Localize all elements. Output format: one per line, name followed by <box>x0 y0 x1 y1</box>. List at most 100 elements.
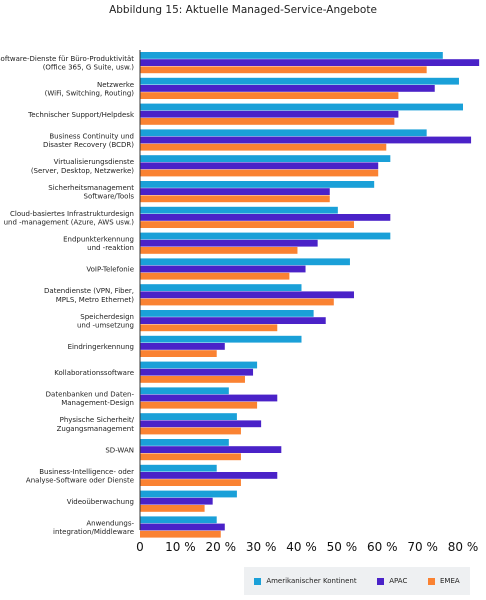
bar-apac-1 <box>140 85 435 92</box>
bar-apac-6 <box>140 214 391 221</box>
bar-amerikanischer-2 <box>140 103 463 111</box>
bar-apac-11 <box>140 343 225 350</box>
bar-apac-0 <box>140 59 480 66</box>
bar-apac-16 <box>140 472 278 479</box>
bar-amerikanischer-16 <box>140 464 217 472</box>
bar-amerikanischer-5 <box>140 181 375 188</box>
category-label: VoIP-Telefonie <box>86 266 134 274</box>
legend: Amerikanischer Kontinent APAC EMEA <box>244 567 470 595</box>
bar-amerikanischer-12 <box>140 361 258 369</box>
x-tick-label: 50 % <box>327 540 358 554</box>
bar-emea-10 <box>140 324 278 332</box>
bar-amerikanischer-3 <box>140 129 427 137</box>
bar-amerikanischer-9 <box>140 284 302 291</box>
x-tick-label: 60 % <box>367 540 398 554</box>
category-label: Videoüberwachung <box>67 498 134 506</box>
bar-emea-7 <box>140 247 298 254</box>
category-label: Business Continuity und Disaster Recovery… <box>43 132 134 149</box>
category-label: Speicherdesign und -umsetzung <box>77 313 134 330</box>
bar-apac-12 <box>140 368 254 376</box>
x-tick-label: 40 % <box>286 540 317 554</box>
bar-apac-9 <box>140 291 354 299</box>
category-label: Business-Intelligence- oder Analyse-Softw… <box>26 468 134 485</box>
bar-emea-11 <box>140 350 217 357</box>
bar-emea-4 <box>140 169 379 177</box>
bar-amerikanischer-10 <box>140 310 314 317</box>
bar-emea-3 <box>140 143 387 151</box>
bar-amerikanischer-18 <box>140 516 217 524</box>
category-label: Netzwerke (WiFi, Switching, Routing) <box>45 81 135 98</box>
legend-label-apac: APAC <box>389 577 408 585</box>
bar-emea-13 <box>140 401 258 409</box>
bar-apac-13 <box>140 394 278 402</box>
bar-emea-16 <box>140 479 241 486</box>
legend-swatch-amerika <box>254 577 262 585</box>
bar-amerikanischer-7 <box>140 232 391 240</box>
bar-apac-10 <box>140 317 326 324</box>
bar-amerikanischer-6 <box>140 206 338 214</box>
x-tick-label: 80 % <box>448 540 479 554</box>
category-label: Endpunkterkennung und -reaktion <box>63 236 134 253</box>
x-tick-labels: 0 10 % 20 % 30 % 40 % 50 % 60 % 70 % 80 % <box>136 540 478 554</box>
bar-apac-14 <box>140 420 262 428</box>
bar-amerikanischer-8 <box>140 258 350 266</box>
x-tick-label: 0 <box>136 540 144 554</box>
bar-emea-1 <box>140 92 399 99</box>
bar-amerikanischer-14 <box>140 413 237 420</box>
bar-apac-2 <box>140 110 399 118</box>
x-tick-label: 20 % <box>206 540 237 554</box>
legend-label-amerika: Amerikanischer Kontinent <box>266 577 357 585</box>
x-tick-label: 10 % <box>165 540 196 554</box>
bar-amerikanischer-17 <box>140 490 237 498</box>
category-labels: Software-Dienste für Büro-Produktivität(… <box>0 55 135 536</box>
category-label: Kollaborationssoftware <box>54 369 134 377</box>
legend-swatch-emea <box>427 577 435 585</box>
category-label: Sicherheitsmanagement Software/Tools <box>48 184 134 201</box>
category-label: Virtualisierungsdienste (Server, Desktop,… <box>31 158 134 175</box>
legend-item-emea: EMEA <box>427 577 460 585</box>
category-label: Eindringerkennung <box>68 343 134 351</box>
category-label: Cloud-basiertes Infrastrukturdesign und -… <box>4 210 135 227</box>
bar-emea-5 <box>140 195 330 203</box>
category-label: SD-WAN <box>105 446 134 454</box>
bar-amerikanischer-1 <box>140 77 459 85</box>
bar-apac-8 <box>140 265 306 273</box>
legend-label-emea: EMEA <box>439 577 460 585</box>
bar-emea-9 <box>140 298 334 306</box>
legend-item-apac: APAC <box>377 577 407 585</box>
bar-amerikanischer-0 <box>140 52 443 59</box>
bar-apac-18 <box>140 523 225 531</box>
bar-emea-14 <box>140 427 241 435</box>
bar-emea-8 <box>140 272 290 280</box>
bar-emea-17 <box>140 505 205 512</box>
bar-emea-15 <box>140 453 241 461</box>
bar-emea-18 <box>140 530 221 538</box>
bar-emea-2 <box>140 118 395 125</box>
category-label: Physische Sicherheit/Zugangsmanagement <box>57 416 135 433</box>
category-label: Anwendungs-integration/Middleware <box>53 519 134 536</box>
bar-amerikanischer-4 <box>140 155 391 162</box>
bar-emea-12 <box>140 376 245 383</box>
legend-item-amerika: Amerikanischer Kontinent <box>254 577 357 585</box>
legend-swatch-apac <box>377 577 385 585</box>
bar-apac-4 <box>140 162 379 170</box>
category-label: Technischer Support/Helpdesk <box>27 111 135 119</box>
chart-title: Abbildung 15: Aktuelle Managed-Service-A… <box>109 4 377 16</box>
category-label: Datendienste (VPN, Fiber, MPLS, Metro Eth… <box>44 287 134 304</box>
bar-emea-6 <box>140 221 354 228</box>
category-label: Datenbanken und Daten-Management-Design <box>46 390 135 407</box>
x-tick-label: 30 % <box>246 540 277 554</box>
bar-apac-7 <box>140 239 318 247</box>
bar-amerikanischer-15 <box>140 439 229 446</box>
bar-amerikanischer-11 <box>140 335 302 343</box>
bar-apac-3 <box>140 136 472 144</box>
bar-apac-17 <box>140 497 213 505</box>
category-label: Software-Dienste für Büro-Produktivität(… <box>0 55 134 72</box>
bar-apac-15 <box>140 446 282 453</box>
bars-layer <box>140 52 480 538</box>
bar-apac-5 <box>140 188 330 195</box>
bar-amerikanischer-13 <box>140 387 229 395</box>
x-tick-label: 70 % <box>407 540 438 554</box>
bar-emea-0 <box>140 66 427 74</box>
